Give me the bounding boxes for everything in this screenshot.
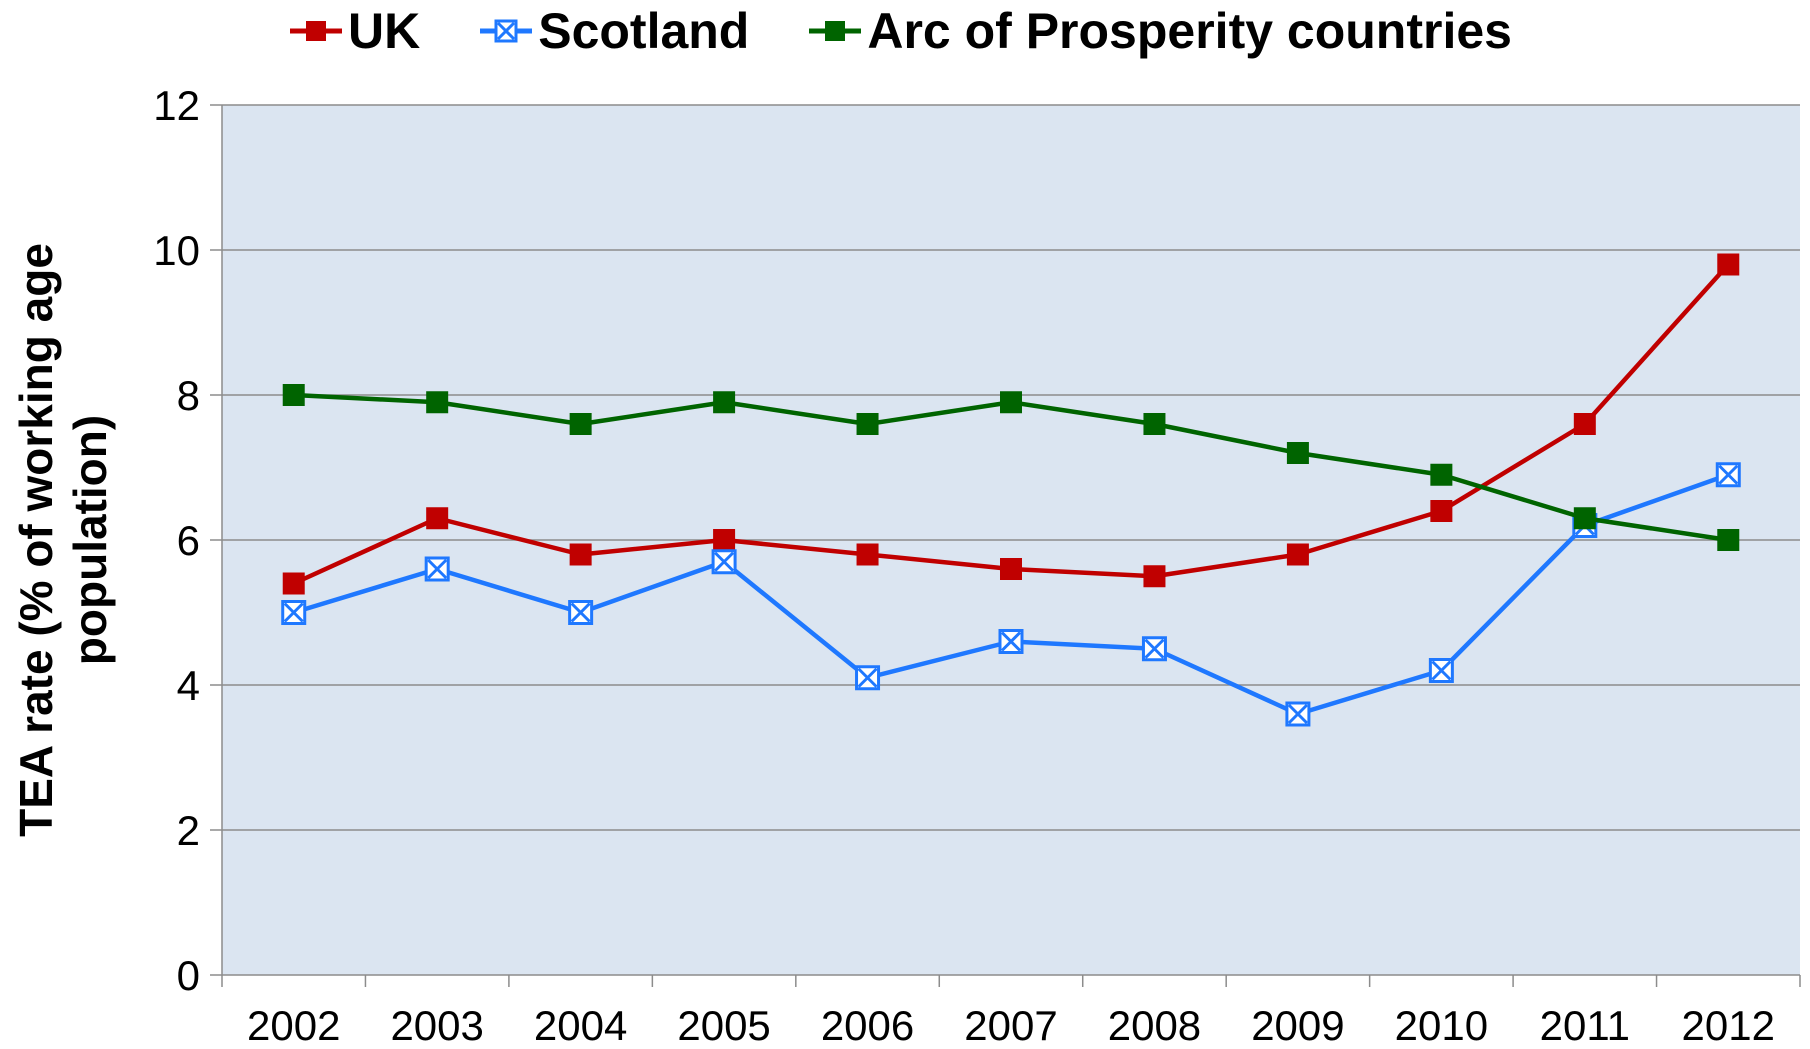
y-axis-label-line: TEA rate (% of working age [10,243,62,837]
x-tick-label: 2005 [677,1002,770,1049]
data-point-cross [1287,703,1308,725]
legend-label-arc: Arc of Prosperity countries [867,3,1512,59]
data-point [1143,565,1166,588]
data-point [1717,253,1740,276]
data-point [1286,442,1309,464]
data-point-cross [570,602,591,623]
legend-swatch-scotland [480,19,533,43]
data-point [1000,391,1022,414]
data-point [569,543,592,566]
data-point [569,413,592,435]
data-point [1573,507,1596,530]
x-tick-label: 2009 [1251,1002,1344,1049]
data-point [856,413,879,435]
y-axis-label-line: population) [64,415,116,665]
data-point [856,543,879,566]
data-point [1430,500,1453,522]
data-point [426,391,449,414]
y-tick-label: 6 [177,517,200,564]
data-point [713,529,736,551]
x-tick-label: 2007 [964,1002,1057,1049]
data-point-cross [1718,464,1739,485]
data-point [1143,413,1166,435]
y-tick-label: 10 [153,227,200,274]
data-point-cross [283,602,304,623]
data-point-cross [427,558,448,580]
y-tick-label: 0 [177,952,200,999]
x-tick-label: 2004 [534,1002,627,1049]
data-point [1717,529,1740,551]
data-point-cross [1000,631,1022,652]
x-tick-label: 2012 [1682,1002,1775,1049]
y-tick-label: 8 [177,372,200,419]
data-point [713,391,736,414]
data-point [282,572,305,595]
data-point [1573,413,1596,435]
x-tick-label: 2011 [1540,1002,1630,1049]
data-point-cross [714,551,735,572]
legend-label-scotland: Scotland [538,3,750,59]
data-point-cross [1144,638,1165,659]
legend-swatch-arc [809,21,862,41]
y-tick-label: 12 [153,82,200,129]
x-tick-label: 2003 [390,1002,483,1049]
legend: UK Scotland Arc of Prosperity countries [290,0,1512,62]
legend-label-uk: UK [348,3,421,59]
x-tick-label: 2002 [247,1002,340,1049]
x-tick-label: 2010 [1395,1002,1488,1049]
data-point [1286,543,1309,566]
data-point [1430,463,1453,486]
data-point-cross [1431,660,1452,681]
data-point [282,384,305,406]
y-tick-label: 2 [177,807,200,854]
legend-item-arc: Arc of Prosperity countries [809,2,1512,60]
x-tick-label: 2008 [1108,1002,1201,1049]
y-axis-label: TEA rate (% of working agepopulation) [10,243,116,837]
x-tick-label: 2006 [821,1002,914,1049]
data-point [1000,558,1022,580]
legend-swatch-uk [290,21,342,41]
data-point-cross [857,667,878,688]
data-point [426,507,449,530]
legend-item-uk: UK [290,2,420,60]
legend-item-scotland: Scotland [480,2,749,60]
y-tick-label: 4 [177,662,200,709]
